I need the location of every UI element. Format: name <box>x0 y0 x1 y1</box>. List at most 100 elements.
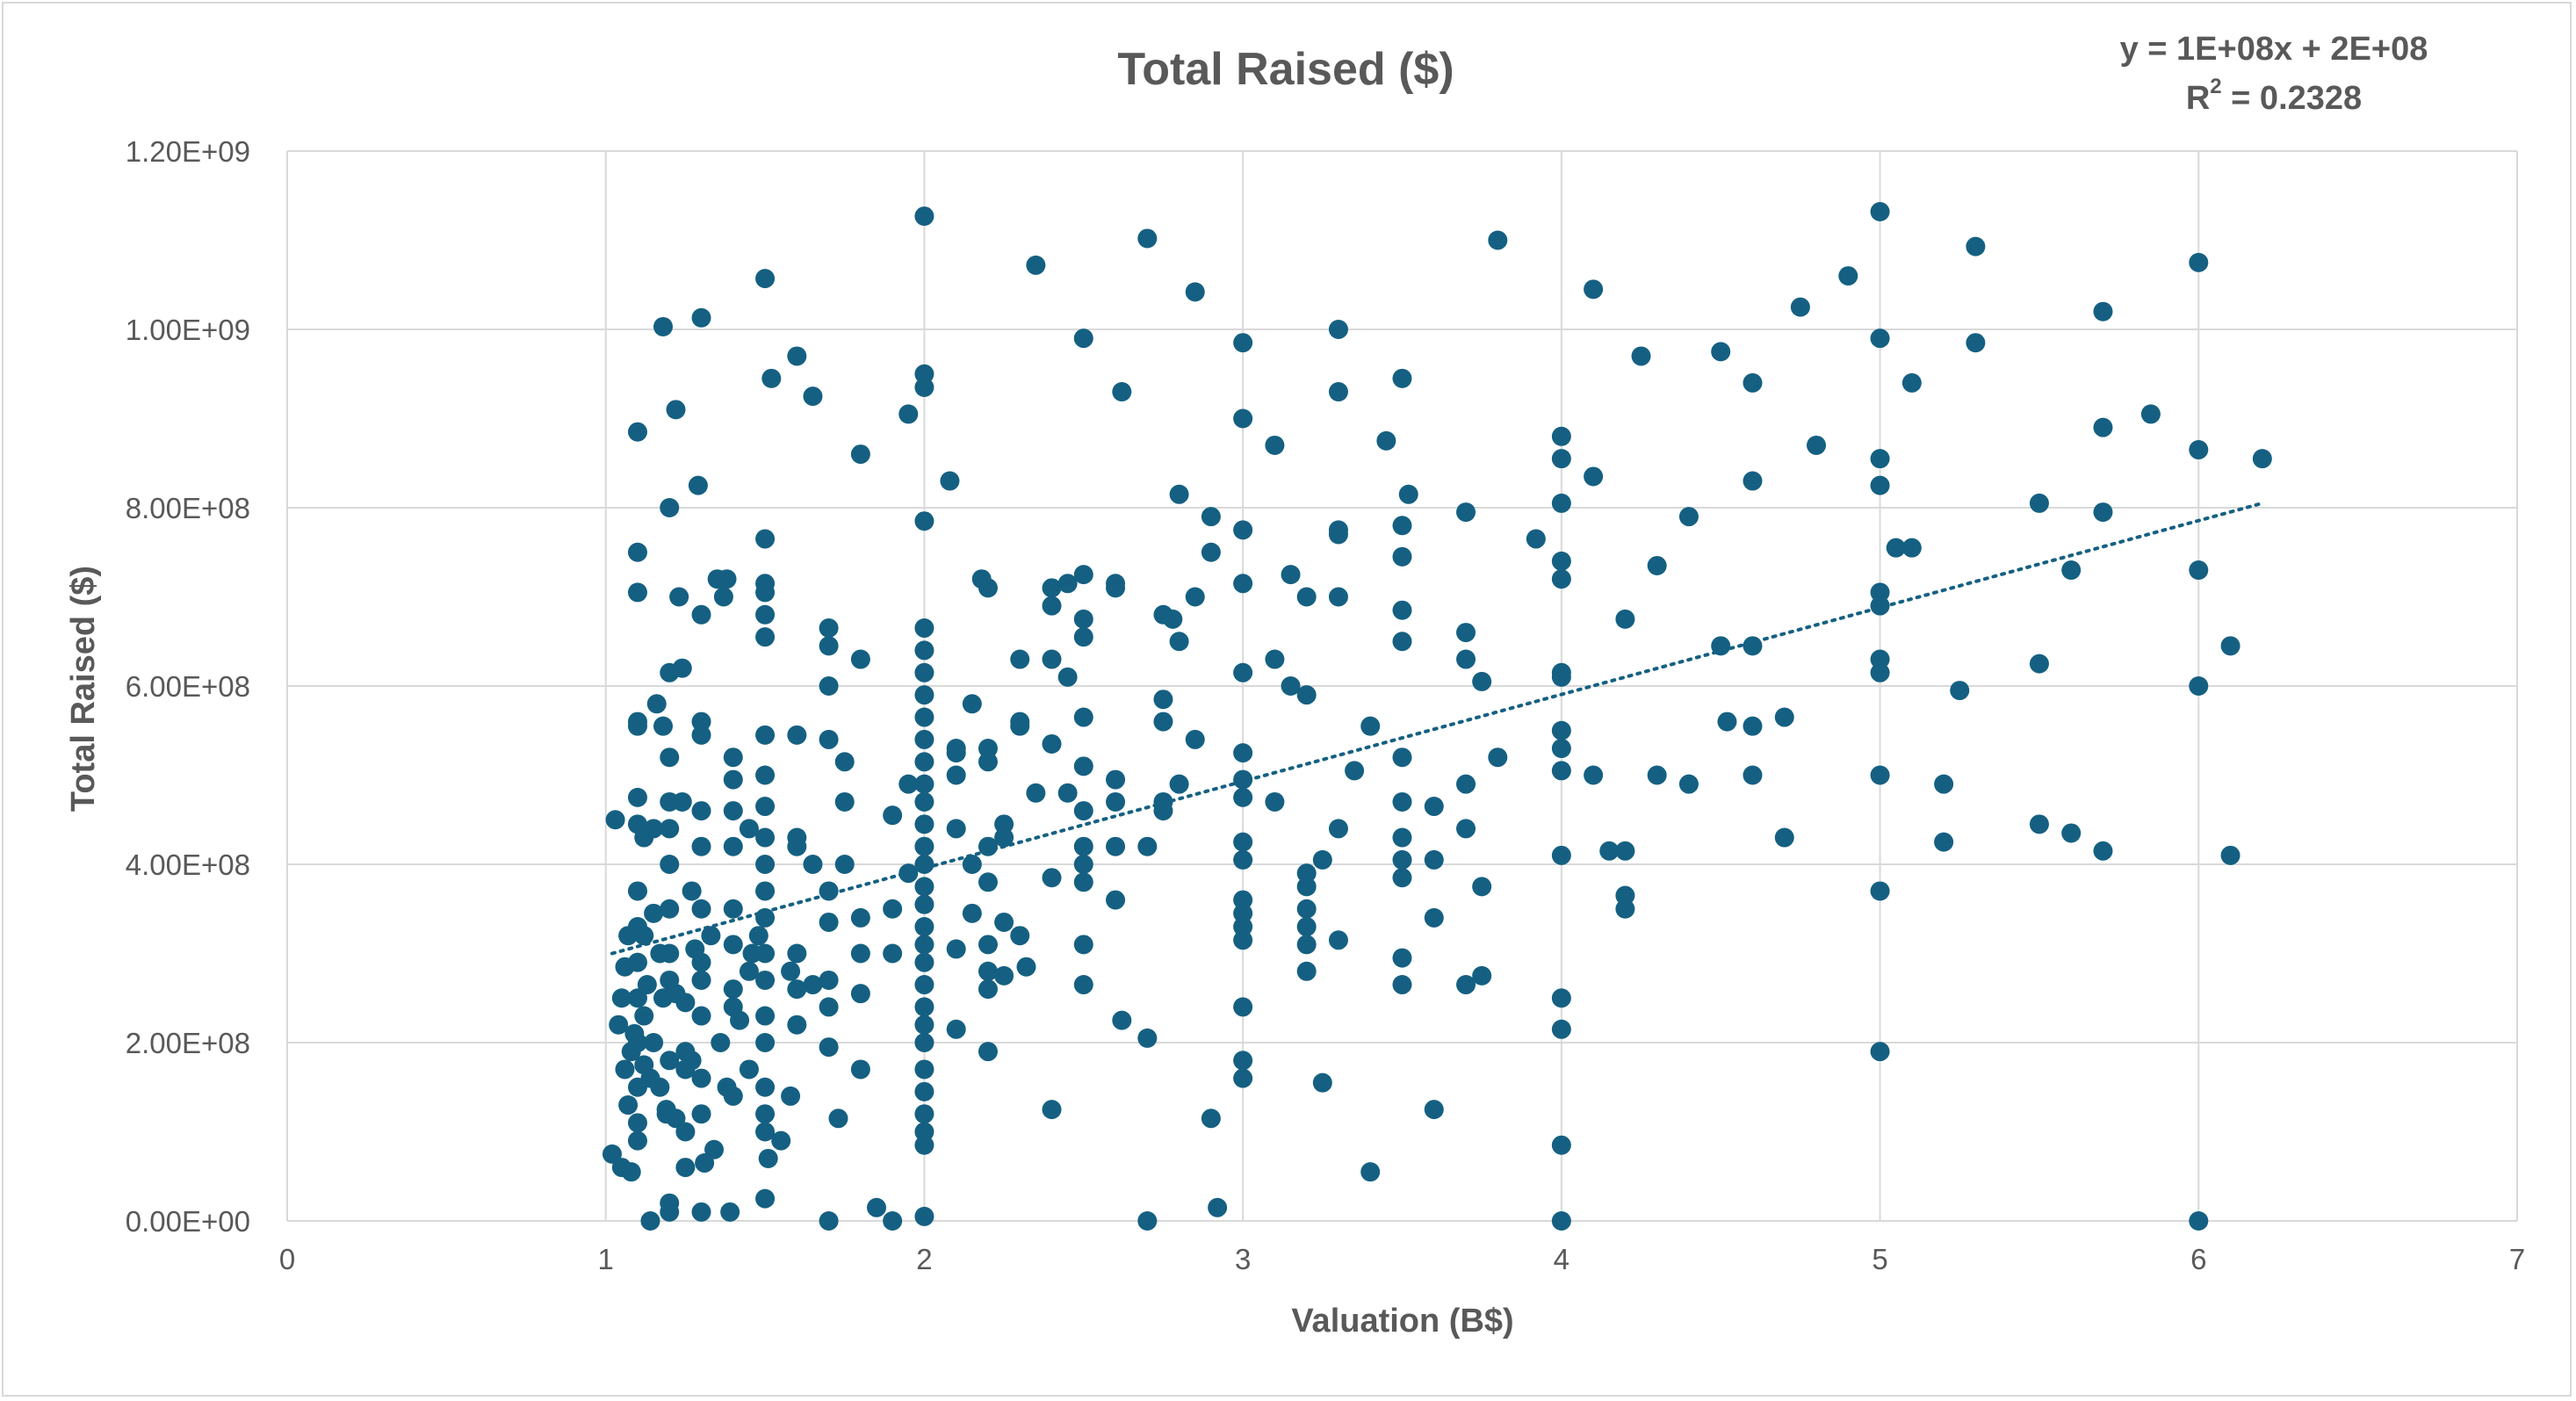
data-point <box>755 827 776 848</box>
data-point <box>819 912 839 932</box>
data-point <box>1870 1042 1890 1062</box>
data-point <box>1106 836 1126 856</box>
data-point <box>1233 662 1253 682</box>
data-point <box>669 587 689 607</box>
data-point <box>1950 681 1970 701</box>
data-point <box>819 636 839 656</box>
data-point <box>691 307 711 328</box>
data-point <box>1360 716 1381 736</box>
data-point <box>1711 342 1731 362</box>
data-point <box>1201 507 1221 527</box>
data-point <box>1584 466 1604 487</box>
data-point <box>819 618 839 639</box>
data-point <box>1169 484 1189 504</box>
data-point <box>1615 885 1635 906</box>
data-point <box>618 1095 639 1116</box>
data-point <box>1233 832 1253 852</box>
data-point <box>755 582 776 603</box>
data-point <box>755 765 776 785</box>
data-point <box>1233 917 1253 937</box>
data-point <box>1073 329 1093 349</box>
data-point <box>850 1059 870 1080</box>
data-point <box>1392 827 1412 848</box>
data-point <box>691 604 711 625</box>
data-point <box>704 1139 725 1159</box>
data-point <box>994 814 1014 834</box>
data-point <box>828 1109 848 1129</box>
data-point <box>1073 872 1093 892</box>
data-point <box>758 1148 778 1168</box>
data-point <box>755 1122 776 1142</box>
data-point <box>1901 372 1922 393</box>
data-point <box>730 1010 750 1030</box>
data-point <box>1328 587 1348 607</box>
data-point <box>1169 632 1189 652</box>
data-point <box>755 943 776 964</box>
y-tick-label: 0.00E+00 <box>126 1205 250 1238</box>
data-point <box>914 511 934 531</box>
data-point <box>1360 1162 1381 1182</box>
data-point <box>787 943 807 964</box>
data-point <box>2061 823 2082 843</box>
data-point <box>1073 565 1093 585</box>
data-point <box>1296 899 1317 919</box>
data-point <box>1010 716 1030 736</box>
data-point <box>637 975 657 995</box>
data-point <box>675 1122 696 1142</box>
data-point <box>602 1144 622 1164</box>
data-point <box>914 729 934 749</box>
data-point <box>621 1162 641 1182</box>
data-point <box>1328 320 1348 339</box>
data-point <box>1551 1135 1571 1155</box>
data-point <box>962 694 982 714</box>
data-point <box>1392 368 1412 388</box>
data-point <box>1870 202 1890 222</box>
data-point <box>2140 404 2161 424</box>
data-point <box>627 952 647 972</box>
data-point <box>1042 1100 1062 1120</box>
x-tick-label: 2 <box>916 1243 932 1275</box>
data-point <box>1551 1019 1571 1039</box>
data-point <box>994 912 1014 932</box>
data-point <box>2189 1211 2209 1231</box>
data-point <box>914 877 934 897</box>
data-point <box>914 935 934 955</box>
data-point <box>1647 555 1667 575</box>
data-point <box>803 386 823 407</box>
data-point <box>819 970 839 990</box>
data-point <box>1296 961 1317 981</box>
data-point <box>672 658 692 678</box>
data-point <box>691 711 711 732</box>
data-point <box>914 685 934 705</box>
data-point <box>1328 930 1348 950</box>
data-point <box>748 926 768 946</box>
data-point <box>691 1006 711 1026</box>
data-point <box>755 881 776 901</box>
data-point <box>1112 1010 1132 1030</box>
data-point <box>2093 301 2113 321</box>
data-point <box>1551 667 1571 687</box>
data-points <box>602 202 2272 1231</box>
data-point <box>1392 868 1412 888</box>
data-point <box>1743 765 1763 785</box>
data-point <box>978 961 998 981</box>
data-point <box>1584 279 1604 300</box>
data-point <box>1526 529 1546 549</box>
data-point <box>1042 868 1062 888</box>
data-point <box>1551 720 1571 740</box>
data-point <box>787 979 807 1000</box>
data-point <box>675 993 696 1013</box>
data-point <box>946 819 966 839</box>
data-point <box>819 997 839 1017</box>
data-point <box>1057 783 1078 803</box>
data-point <box>2093 502 2113 523</box>
data-point <box>867 1197 887 1217</box>
data-point <box>1678 774 1699 794</box>
data-point <box>627 582 647 603</box>
data-point <box>1456 649 1476 669</box>
data-point <box>1137 836 1158 856</box>
data-point <box>1966 333 1986 353</box>
data-point <box>914 662 934 682</box>
data-point <box>1185 282 1205 302</box>
data-point <box>883 943 903 964</box>
